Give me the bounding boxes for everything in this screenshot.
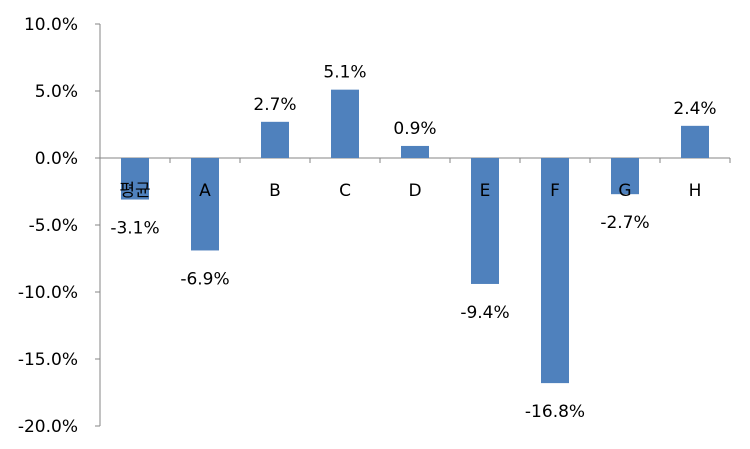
- category-label: E: [480, 181, 491, 201]
- data-label: 5.1%: [323, 63, 366, 83]
- bar: [121, 158, 149, 200]
- bar: [681, 125, 709, 158]
- y-tick-label: -5.0%: [29, 216, 78, 236]
- data-label: -16.8%: [525, 402, 585, 422]
- bar: [541, 158, 569, 384]
- y-tick-label: -20.0%: [18, 417, 78, 437]
- data-label: -2.7%: [600, 213, 649, 233]
- data-label: -6.9%: [180, 269, 229, 289]
- bar: [471, 158, 499, 284]
- y-tick-label: -15.0%: [18, 350, 78, 370]
- labels: 평균 A B C D E F G H -3.1% -6.9% 2.7% 5.1% 0.9% -9.4% -16…: [110, 63, 716, 422]
- data-label: 0.9%: [393, 119, 436, 139]
- category-label: A: [199, 181, 211, 201]
- data-label: 2.4%: [673, 99, 716, 119]
- category-label: C: [339, 181, 351, 201]
- data-label: -3.1%: [110, 219, 159, 239]
- category-label: 평균: [119, 181, 150, 201]
- bar: [401, 145, 429, 158]
- axes: 10.0% 5.0% 0.0% -5.0% -10.0% -15.0% -20.0%: [18, 15, 731, 437]
- bar: [261, 121, 289, 158]
- category-label: D: [408, 181, 421, 201]
- bar: [191, 158, 219, 251]
- bar: [611, 158, 639, 195]
- data-label: 2.7%: [253, 95, 296, 115]
- y-tick-label: -10.0%: [18, 283, 78, 303]
- data-label: -9.4%: [460, 303, 509, 323]
- category-label: G: [618, 181, 631, 201]
- y-tick-label: 0.0%: [35, 149, 78, 169]
- category-label: F: [550, 181, 560, 201]
- bar: [331, 89, 359, 158]
- y-tick-label: 10.0%: [24, 15, 78, 35]
- bars: [121, 89, 709, 384]
- y-tick-label: 5.0%: [35, 82, 78, 102]
- category-label: B: [269, 181, 281, 201]
- category-label: H: [689, 181, 702, 201]
